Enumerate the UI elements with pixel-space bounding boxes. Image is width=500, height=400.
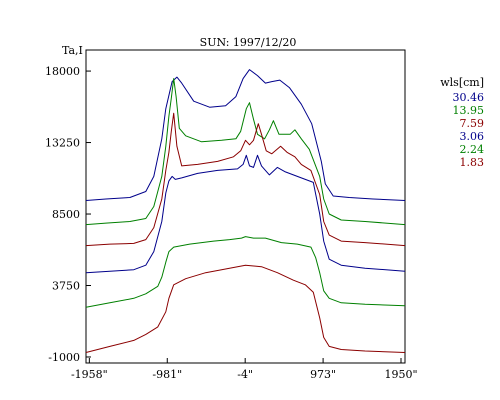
legend-entry: 3.06 [460, 130, 485, 143]
legend-title: wls[cm] [440, 76, 484, 89]
series-line-1.83 [85, 264, 406, 353]
x-tick-label: 1950" [384, 368, 417, 381]
legend-entry: 7.59 [460, 117, 485, 130]
y-axis-label: Ta,I [62, 44, 83, 57]
y-tick-label: 3750 [52, 280, 80, 293]
y-tick-label: 13250 [45, 137, 80, 150]
series-line-3.06 [85, 154, 406, 274]
series-line-7.59 [85, 112, 406, 247]
plot-frame [85, 49, 406, 364]
x-tick-label: -4" [237, 368, 253, 381]
x-tick-label: -981" [152, 368, 182, 381]
legend-entry: 1.83 [460, 156, 485, 169]
y-tick-label: -1000 [48, 351, 80, 364]
x-tick-label: -1958" [71, 368, 108, 381]
x-axis: -1958" -981" -4" 973" 1950" [71, 358, 418, 381]
y-tick-label: 8500 [52, 208, 80, 221]
y-axis: 18000 13250 8500 3750 -1000 [45, 65, 91, 364]
series-line-30.46 [85, 69, 406, 201]
legend-entry: 2.24 [460, 143, 485, 156]
chart-title: SUN: 1997/12/20 [200, 36, 297, 49]
x-tick-label: 973" [310, 368, 336, 381]
legend-entry: 30.46 [453, 91, 485, 104]
series-lines [85, 69, 406, 353]
y-tick-label: 18000 [45, 65, 80, 78]
legend-entry: 13.95 [453, 104, 485, 117]
series-line-13.95 [85, 78, 406, 226]
series-line-2.24 [85, 236, 406, 308]
